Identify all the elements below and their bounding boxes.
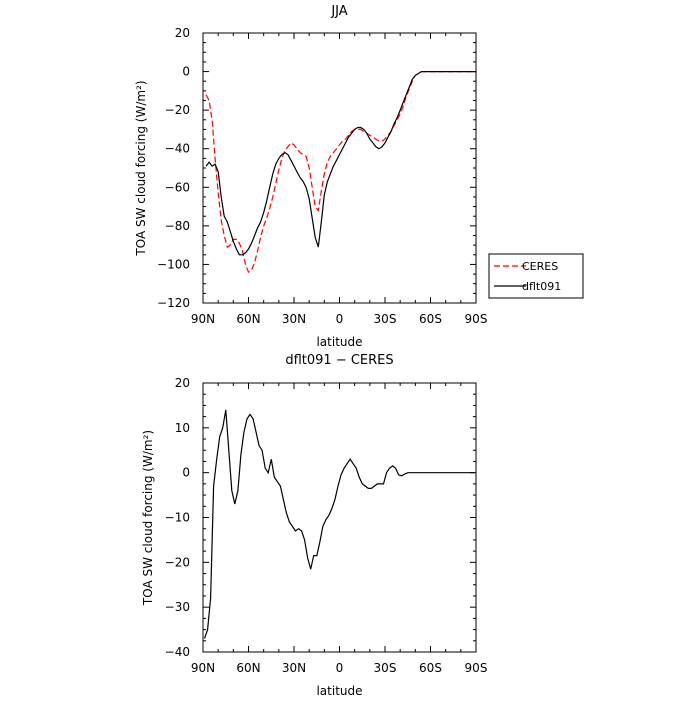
legend-label: CERES xyxy=(522,260,558,273)
x-tick-label: 60N xyxy=(236,661,260,675)
y-tick-label: −40 xyxy=(165,645,190,659)
y-tick-label: −60 xyxy=(165,180,190,194)
x-tick-label: 90S xyxy=(465,661,488,675)
y-tick-label: 20 xyxy=(175,26,190,40)
y-tick-label: −40 xyxy=(165,142,190,156)
y-tick-label: −30 xyxy=(165,600,190,614)
chart-panel-2: 90N 60N 30N 0 30S 60S 90S −40 −30 −20 −10 0 10 20 dflt… xyxy=(141,353,487,698)
x-tick-label: 60S xyxy=(419,661,442,675)
y-axis-label: TOA SW cloud forcing (W/m²) xyxy=(141,430,155,606)
x-tick-label: 90N xyxy=(191,312,215,326)
y-tick-label: −120 xyxy=(157,296,190,310)
chart-title: JJA xyxy=(330,4,347,19)
x-tick-label: 60S xyxy=(419,312,442,326)
x-tick-label: 90N xyxy=(191,661,215,675)
series-line-ceres xyxy=(205,71,476,273)
x-tick-label: 30N xyxy=(282,312,306,326)
x-tick-label: 0 xyxy=(336,661,344,675)
y-tick-label: −80 xyxy=(165,219,190,233)
x-tick-label: 30S xyxy=(374,661,397,675)
y-tick-label: −20 xyxy=(165,103,190,117)
chart-panel-1: 90N 60N 30N 0 30S 60S 90S −120 −100 −80 −60 −40 −20 0… xyxy=(134,4,584,349)
y-tick-label: −20 xyxy=(165,555,190,569)
y-tick-label: 20 xyxy=(175,376,190,390)
x-axis-label: latitude xyxy=(316,335,362,349)
plot-frame xyxy=(202,382,477,653)
legend-box xyxy=(488,253,584,299)
x-tick-label: 90S xyxy=(465,312,488,326)
x-tick-label: 30S xyxy=(374,312,397,326)
series-line-dflt091 xyxy=(205,71,476,256)
legend-label: dflt091 xyxy=(522,280,561,293)
y-tick-label: 0 xyxy=(182,65,190,79)
legend: CERES dflt091 xyxy=(488,253,584,299)
y-tick-label: −100 xyxy=(157,257,190,271)
x-axis-label: latitude xyxy=(316,684,362,698)
x-tick-label: 30N xyxy=(282,661,306,675)
series-line-difference xyxy=(203,409,475,639)
plot-frame xyxy=(202,32,477,304)
chart-title: dflt091 − CERES xyxy=(285,353,393,368)
x-tick-label: 0 xyxy=(336,312,344,326)
y-axis-label: TOA SW cloud forcing (W/m²) xyxy=(134,80,148,256)
y-tick-label: 0 xyxy=(182,466,190,480)
y-tick-label: 10 xyxy=(175,421,190,435)
x-tick-label: 60N xyxy=(236,312,260,326)
y-tick-label: −10 xyxy=(165,511,190,525)
